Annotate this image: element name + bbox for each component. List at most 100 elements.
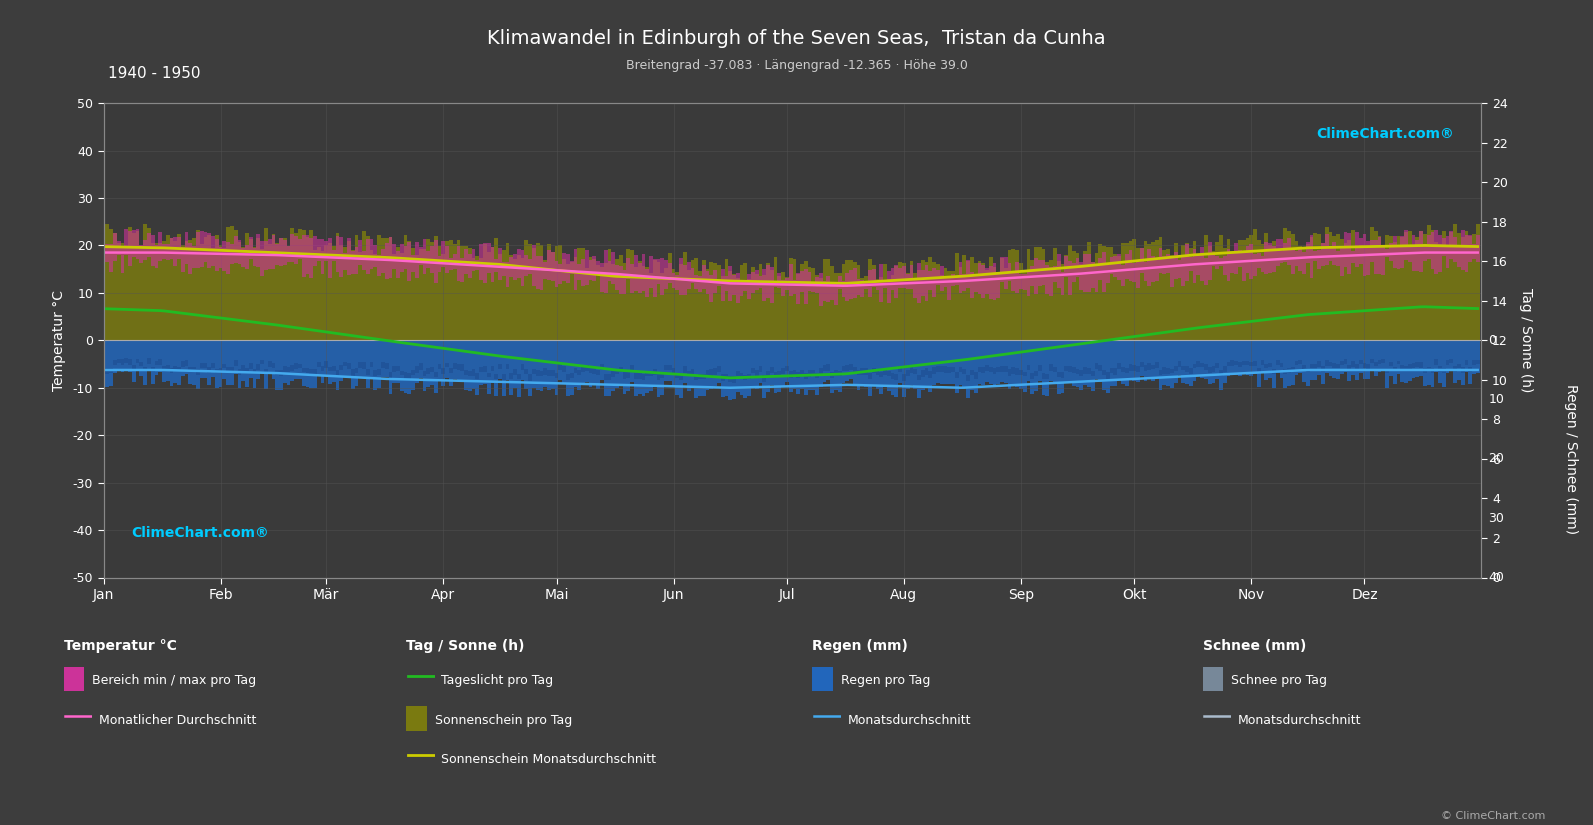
- Bar: [427, 251, 430, 268]
- Bar: [366, 236, 370, 340]
- Bar: [1325, 360, 1329, 366]
- Bar: [491, 365, 494, 370]
- Bar: [1075, 369, 1080, 374]
- Bar: [182, 247, 185, 272]
- Bar: [242, 248, 245, 266]
- Bar: [1453, 224, 1458, 340]
- Text: Monatsdurchschnitt: Monatsdurchschnitt: [847, 714, 972, 727]
- Bar: [929, 271, 932, 290]
- Bar: [830, 340, 835, 393]
- Bar: [1427, 225, 1431, 340]
- Bar: [871, 368, 876, 373]
- Bar: [113, 233, 116, 262]
- Bar: [551, 252, 554, 340]
- Bar: [948, 271, 951, 340]
- Bar: [317, 239, 320, 262]
- Bar: [913, 370, 918, 375]
- Bar: [720, 340, 725, 397]
- Bar: [543, 368, 546, 375]
- Bar: [1431, 230, 1434, 340]
- Bar: [890, 374, 894, 380]
- Bar: [846, 260, 849, 340]
- Bar: [672, 340, 675, 387]
- Bar: [876, 281, 879, 290]
- Bar: [981, 367, 984, 373]
- Bar: [408, 242, 411, 280]
- Bar: [1004, 268, 1008, 340]
- Bar: [868, 340, 871, 395]
- Bar: [113, 361, 116, 365]
- Bar: [325, 361, 328, 368]
- Bar: [774, 257, 777, 340]
- Bar: [408, 340, 411, 394]
- Bar: [1072, 263, 1075, 282]
- Bar: [1056, 261, 1061, 340]
- Bar: [135, 359, 140, 363]
- Bar: [675, 373, 679, 378]
- Bar: [607, 248, 612, 340]
- Bar: [1110, 257, 1114, 274]
- Bar: [185, 242, 188, 340]
- Bar: [804, 261, 808, 340]
- Bar: [1416, 237, 1419, 340]
- Bar: [1015, 262, 1020, 293]
- Bar: [1110, 368, 1114, 373]
- Bar: [449, 239, 452, 340]
- Bar: [841, 264, 846, 340]
- Bar: [188, 243, 193, 275]
- Bar: [158, 243, 162, 340]
- Bar: [804, 269, 808, 304]
- Bar: [1223, 257, 1227, 275]
- Bar: [1064, 256, 1067, 277]
- Bar: [577, 264, 581, 280]
- Bar: [728, 271, 733, 340]
- Bar: [1431, 340, 1434, 387]
- Bar: [540, 256, 543, 290]
- Bar: [1106, 372, 1110, 379]
- Bar: [177, 340, 182, 384]
- Bar: [1144, 340, 1147, 381]
- Bar: [1125, 243, 1128, 340]
- Bar: [1403, 340, 1408, 384]
- Bar: [464, 340, 468, 389]
- Bar: [543, 260, 546, 340]
- Bar: [879, 372, 883, 377]
- Bar: [585, 268, 589, 340]
- Bar: [728, 376, 733, 382]
- Bar: [1169, 257, 1174, 287]
- Bar: [166, 235, 169, 340]
- Bar: [1196, 256, 1200, 276]
- Bar: [1351, 340, 1356, 375]
- Bar: [1472, 233, 1475, 340]
- Bar: [1348, 365, 1351, 370]
- Bar: [1000, 257, 1004, 340]
- Bar: [656, 374, 661, 380]
- Bar: [1392, 243, 1397, 340]
- Bar: [1314, 252, 1317, 262]
- Bar: [245, 368, 249, 373]
- Bar: [284, 238, 287, 340]
- Bar: [703, 374, 706, 380]
- Bar: [978, 340, 981, 384]
- Bar: [852, 268, 857, 299]
- Bar: [1419, 231, 1423, 340]
- Bar: [1386, 235, 1389, 340]
- Bar: [1337, 364, 1340, 368]
- Bar: [607, 261, 612, 281]
- Bar: [796, 372, 800, 379]
- Bar: [1219, 370, 1223, 376]
- Bar: [766, 371, 769, 378]
- Bar: [763, 268, 766, 301]
- Bar: [910, 266, 913, 290]
- Bar: [830, 266, 835, 340]
- Bar: [320, 251, 325, 340]
- Bar: [1265, 365, 1268, 368]
- Bar: [1475, 340, 1480, 373]
- Bar: [218, 340, 223, 387]
- Bar: [691, 261, 695, 340]
- Bar: [1450, 359, 1453, 363]
- Bar: [1298, 248, 1301, 271]
- Bar: [135, 229, 140, 259]
- Bar: [1235, 243, 1238, 275]
- Bar: [1144, 241, 1147, 340]
